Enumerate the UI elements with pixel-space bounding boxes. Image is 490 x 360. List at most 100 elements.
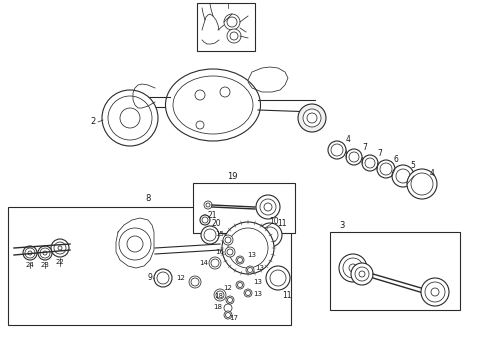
Circle shape bbox=[328, 141, 346, 159]
Circle shape bbox=[226, 296, 234, 304]
Circle shape bbox=[377, 160, 395, 178]
Circle shape bbox=[396, 169, 410, 183]
Text: 14: 14 bbox=[199, 260, 208, 266]
Circle shape bbox=[225, 237, 231, 243]
Circle shape bbox=[362, 155, 378, 171]
Text: 13: 13 bbox=[253, 279, 263, 285]
Circle shape bbox=[216, 291, 224, 299]
Circle shape bbox=[425, 282, 445, 302]
Text: 6: 6 bbox=[393, 154, 398, 163]
Circle shape bbox=[211, 259, 219, 267]
Circle shape bbox=[157, 272, 169, 284]
Circle shape bbox=[227, 29, 241, 43]
Circle shape bbox=[307, 113, 317, 123]
Circle shape bbox=[108, 96, 152, 140]
Text: 1: 1 bbox=[225, 0, 231, 1]
Text: 11: 11 bbox=[282, 291, 292, 300]
Circle shape bbox=[256, 195, 280, 219]
Circle shape bbox=[349, 264, 357, 272]
Circle shape bbox=[227, 17, 237, 27]
Circle shape bbox=[102, 90, 158, 146]
Circle shape bbox=[206, 203, 210, 207]
Text: 23: 23 bbox=[41, 262, 49, 268]
Circle shape bbox=[238, 257, 243, 262]
Circle shape bbox=[25, 248, 35, 258]
Circle shape bbox=[266, 266, 290, 290]
Circle shape bbox=[247, 267, 252, 273]
Circle shape bbox=[223, 235, 233, 245]
Circle shape bbox=[127, 236, 143, 252]
Circle shape bbox=[201, 226, 219, 244]
Circle shape bbox=[431, 288, 439, 296]
Text: 20: 20 bbox=[211, 220, 221, 229]
Circle shape bbox=[339, 254, 367, 282]
Text: 8: 8 bbox=[146, 194, 151, 203]
Circle shape bbox=[225, 312, 230, 318]
Circle shape bbox=[349, 152, 359, 162]
Text: 4: 4 bbox=[345, 135, 350, 144]
Circle shape bbox=[203, 216, 206, 220]
Circle shape bbox=[228, 228, 268, 268]
Circle shape bbox=[196, 121, 204, 129]
Text: 2: 2 bbox=[91, 117, 96, 126]
Circle shape bbox=[227, 297, 232, 302]
Circle shape bbox=[209, 257, 221, 269]
Circle shape bbox=[224, 311, 232, 319]
Circle shape bbox=[43, 251, 47, 255]
Circle shape bbox=[238, 283, 243, 288]
Text: 13: 13 bbox=[255, 265, 265, 271]
Circle shape bbox=[119, 228, 151, 260]
Circle shape bbox=[351, 263, 373, 285]
Circle shape bbox=[421, 278, 449, 306]
Circle shape bbox=[54, 242, 66, 254]
Text: 11: 11 bbox=[277, 220, 287, 229]
Circle shape bbox=[392, 165, 414, 187]
Circle shape bbox=[355, 267, 369, 281]
Text: 7: 7 bbox=[363, 143, 368, 152]
Circle shape bbox=[214, 289, 226, 301]
Text: 17: 17 bbox=[229, 315, 239, 321]
Text: 12: 12 bbox=[223, 285, 232, 291]
Circle shape bbox=[204, 201, 212, 209]
Circle shape bbox=[38, 246, 52, 260]
Circle shape bbox=[51, 239, 69, 257]
Circle shape bbox=[225, 247, 235, 257]
Bar bbox=[330, 232, 460, 310]
Circle shape bbox=[189, 276, 201, 288]
Text: 13: 13 bbox=[247, 252, 256, 258]
Circle shape bbox=[246, 266, 254, 274]
Circle shape bbox=[245, 291, 250, 296]
Text: 5: 5 bbox=[411, 161, 416, 170]
Circle shape bbox=[343, 258, 363, 278]
Circle shape bbox=[230, 32, 238, 40]
Bar bbox=[197, 3, 255, 51]
Circle shape bbox=[202, 215, 208, 221]
Ellipse shape bbox=[166, 69, 261, 141]
Circle shape bbox=[195, 90, 205, 100]
Circle shape bbox=[58, 246, 62, 250]
Circle shape bbox=[224, 304, 232, 312]
Circle shape bbox=[120, 108, 140, 128]
Circle shape bbox=[359, 271, 365, 277]
Circle shape bbox=[222, 222, 274, 274]
Circle shape bbox=[262, 227, 278, 243]
Circle shape bbox=[244, 289, 252, 297]
Circle shape bbox=[200, 215, 210, 225]
Circle shape bbox=[227, 249, 233, 255]
Text: 15: 15 bbox=[215, 231, 224, 237]
Text: 18: 18 bbox=[213, 304, 222, 310]
Text: 18: 18 bbox=[214, 293, 223, 299]
Circle shape bbox=[23, 246, 37, 260]
Text: 24: 24 bbox=[25, 262, 34, 268]
Text: 16: 16 bbox=[215, 249, 224, 255]
Circle shape bbox=[236, 281, 244, 289]
Text: 12: 12 bbox=[176, 275, 185, 281]
Circle shape bbox=[411, 173, 433, 195]
Bar bbox=[193, 183, 295, 233]
Ellipse shape bbox=[173, 76, 253, 134]
Circle shape bbox=[224, 14, 240, 30]
Circle shape bbox=[204, 229, 216, 241]
Circle shape bbox=[264, 203, 272, 211]
Circle shape bbox=[220, 87, 230, 97]
Text: 19: 19 bbox=[227, 172, 237, 181]
